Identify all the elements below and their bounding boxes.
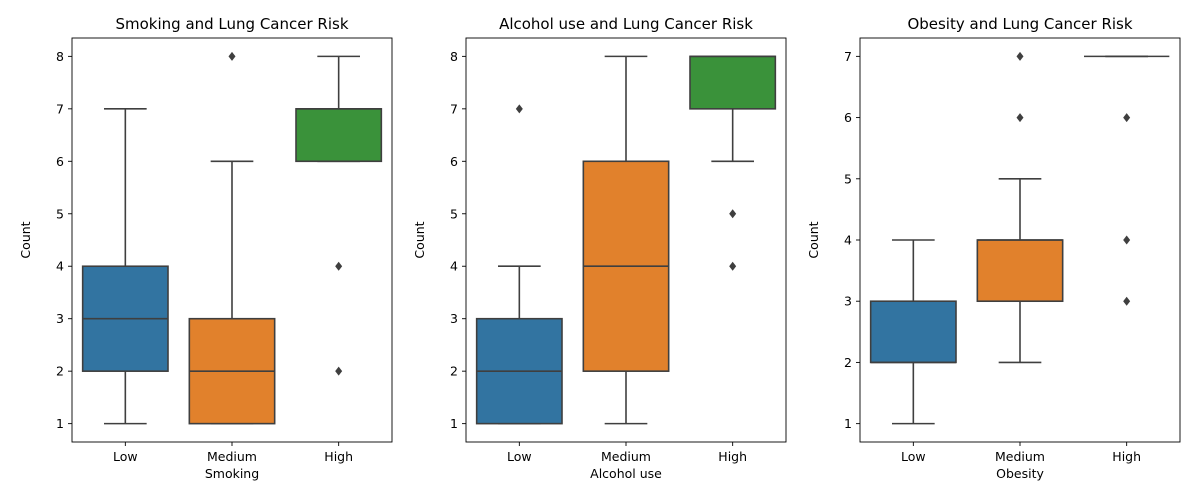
outlier-point bbox=[1123, 296, 1131, 306]
y-axis-label: Count bbox=[412, 221, 427, 258]
outlier-point bbox=[1016, 51, 1024, 61]
outlier-point bbox=[729, 209, 737, 219]
y-tick-label: 8 bbox=[450, 49, 458, 64]
chart-panel: Alcohol use and Lung Cancer Risk 1 2 3 4 5 6 7 8… bbox=[412, 15, 787, 481]
y-tick-label: 1 bbox=[844, 416, 852, 431]
y-tick-label: 6 bbox=[844, 110, 852, 125]
box-high bbox=[689, 55, 777, 110]
x-tick-label: High bbox=[718, 449, 747, 464]
x-tick-label: Low bbox=[507, 449, 532, 464]
y-tick-label: 4 bbox=[844, 233, 852, 248]
chart-title: Alcohol use and Lung Cancer Risk bbox=[499, 15, 753, 33]
outlier-point bbox=[335, 261, 343, 271]
outlier-point bbox=[1016, 113, 1024, 123]
plot-frame bbox=[71, 37, 393, 443]
x-tick-label: Low bbox=[113, 449, 138, 464]
y-tick-label: 7 bbox=[56, 101, 64, 116]
y-tick-label: 5 bbox=[450, 206, 458, 221]
y-tick-label: 1 bbox=[450, 416, 458, 431]
x-tick-label: Medium bbox=[207, 449, 257, 464]
plot-frame bbox=[859, 37, 1181, 443]
y-tick-label: 2 bbox=[844, 355, 852, 370]
x-tick-label: Medium bbox=[601, 449, 651, 464]
x-axis-label: Alcohol use bbox=[590, 466, 662, 481]
x-tick-label: High bbox=[1112, 449, 1141, 464]
y-tick-label: 4 bbox=[56, 259, 64, 274]
box-low bbox=[869, 300, 957, 364]
x-tick-label: Low bbox=[901, 449, 926, 464]
box-medium bbox=[976, 239, 1064, 303]
chart-panel: Obesity and Lung Cancer Risk 1 2 3 4 5 6 7 Low Me… bbox=[806, 15, 1181, 481]
y-tick-label: 7 bbox=[844, 49, 852, 64]
outlier-point bbox=[515, 104, 523, 114]
x-axis-label: Smoking bbox=[205, 466, 259, 481]
y-tick-label: 4 bbox=[450, 259, 458, 274]
y-tick-label: 6 bbox=[56, 154, 64, 169]
y-tick-label: 5 bbox=[56, 206, 64, 221]
chart-title: Obesity and Lung Cancer Risk bbox=[907, 15, 1132, 33]
outlier-point bbox=[335, 366, 343, 376]
y-tick-label: 5 bbox=[844, 171, 852, 186]
y-tick-label: 1 bbox=[56, 416, 64, 431]
chart-title: Smoking and Lung Cancer Risk bbox=[115, 15, 348, 33]
y-tick-label: 3 bbox=[450, 311, 458, 326]
y-axis-label: Count bbox=[18, 221, 33, 258]
y-tick-label: 6 bbox=[450, 154, 458, 169]
y-axis-label: Count bbox=[806, 221, 821, 258]
x-axis-label: Obesity bbox=[996, 466, 1044, 481]
y-tick-label: 3 bbox=[844, 294, 852, 309]
x-tick-label: High bbox=[324, 449, 353, 464]
box-high bbox=[295, 108, 383, 163]
y-tick-label: 2 bbox=[450, 364, 458, 379]
outlier-point bbox=[1123, 235, 1131, 245]
outlier-point bbox=[228, 51, 236, 61]
y-tick-label: 2 bbox=[56, 364, 64, 379]
outlier-point bbox=[729, 261, 737, 271]
y-tick-label: 7 bbox=[450, 101, 458, 116]
outlier-point bbox=[1123, 113, 1131, 123]
y-tick-label: 3 bbox=[56, 311, 64, 326]
y-tick-label: 8 bbox=[56, 49, 64, 64]
chart-panel: Smoking and Lung Cancer Risk 1 2 3 4 5 6 7 8 Low M… bbox=[18, 15, 393, 481]
plot-frame bbox=[465, 37, 787, 443]
x-tick-label: Medium bbox=[995, 449, 1045, 464]
